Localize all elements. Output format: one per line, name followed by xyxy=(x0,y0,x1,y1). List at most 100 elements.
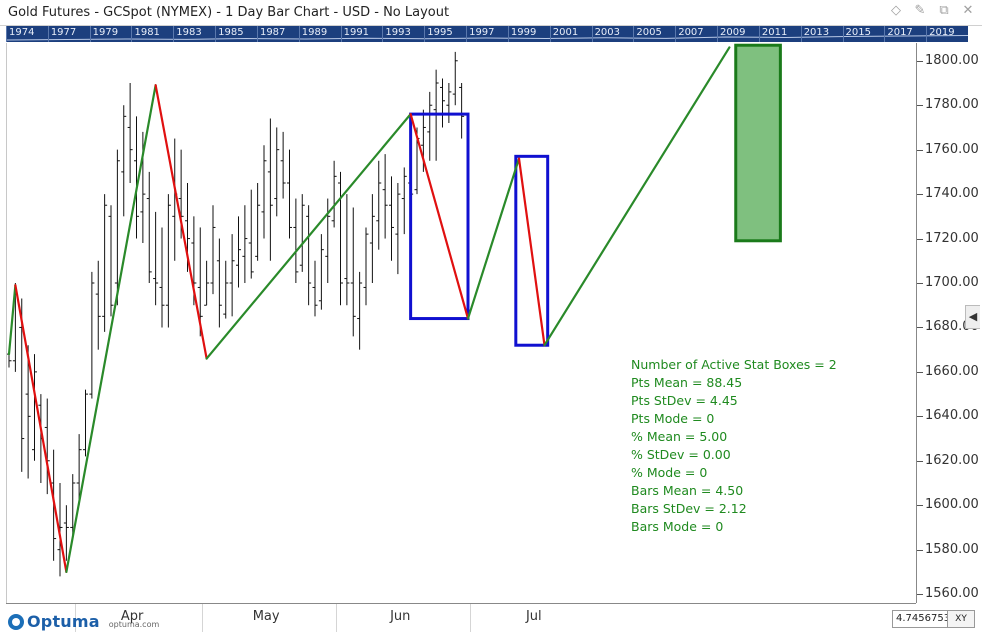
ohlc-bar xyxy=(32,354,37,461)
overview-year-label: 1983 xyxy=(176,27,202,38)
swing-down-leg xyxy=(14,284,68,573)
window-titlebar: Gold Futures - GCSpot (NYMEX) - 1 Day Ba… xyxy=(0,0,982,26)
y-axis-tick-label: 1720.00 xyxy=(925,230,979,246)
overview-year-tick xyxy=(89,26,91,42)
ohlc-bar xyxy=(165,194,171,328)
ohlc-bar xyxy=(382,154,388,239)
y-axis-tick-label: 1600.00 xyxy=(925,497,979,513)
swing-up-leg xyxy=(466,157,521,320)
overview-year-tick xyxy=(633,26,635,42)
stat-pct-stdev: % StDev = 0.00 xyxy=(631,447,731,462)
ohlc-bar xyxy=(459,83,465,139)
ohlc-bar xyxy=(274,127,280,217)
stat-bars-stdev: Bars StDev = 2.12 xyxy=(631,501,747,516)
ohlc-bar xyxy=(57,483,63,577)
stat-box xyxy=(409,112,470,321)
overview-year-tick xyxy=(340,26,342,42)
stat-pts-mode: Pts Mode = 0 xyxy=(631,411,715,426)
overview-year-label: 1981 xyxy=(134,27,160,38)
overview-year-label: 1979 xyxy=(92,27,119,38)
ohlc-bar xyxy=(134,116,139,239)
ohlc-bar xyxy=(331,160,337,228)
overview-year-tick xyxy=(298,26,300,42)
ohlc-bar xyxy=(19,298,25,472)
ohlc-bar xyxy=(7,353,12,368)
overview-year-label: 1989 xyxy=(301,27,328,38)
restore-icon[interactable]: ⧉ xyxy=(939,3,949,18)
overview-year-label: 1999 xyxy=(510,27,537,38)
y-axis-tick xyxy=(917,594,923,596)
stat-pct-mode: % Mode = 0 xyxy=(631,465,708,480)
overview-year-label: 2001 xyxy=(552,27,579,38)
y-axis-tick-label: 1640.00 xyxy=(925,408,979,424)
y-axis-tick-label: 1700.00 xyxy=(925,275,979,290)
ohlc-bar xyxy=(70,474,76,539)
overview-year-tick xyxy=(675,26,677,42)
ohlc-bar xyxy=(363,227,369,306)
pin-icon[interactable]: ✎ xyxy=(914,3,926,18)
price-axis[interactable]: 1560.00 1580.00 1600.00 1620.00 1640.00 1660.… xyxy=(916,43,982,603)
overview-year-tick xyxy=(926,26,928,42)
logo-site: optuma.com xyxy=(108,620,160,629)
ohlc-bar xyxy=(389,176,394,261)
y-axis-tick xyxy=(917,194,923,196)
date-axis[interactable]: Apr May Jun Jul xyxy=(6,603,916,636)
ohlc-bar xyxy=(242,205,248,283)
overview-year-label: 1974 xyxy=(9,27,35,38)
stat-pts-mean: Pts Mean = 88.45 xyxy=(631,375,743,390)
ohlc-bar xyxy=(293,198,299,283)
overview-year-label: 1995 xyxy=(427,27,453,38)
overview-year-label: 2009 xyxy=(720,27,746,38)
y-axis-tick xyxy=(917,238,923,240)
overview-year-label: 2013 xyxy=(803,27,830,38)
overview-year-label: 2015 xyxy=(845,27,871,38)
y-axis-tick-label: 1800.00 xyxy=(925,52,979,68)
overview-year-tick xyxy=(47,26,49,42)
overview-year-tick xyxy=(591,26,593,42)
overview-year-tick xyxy=(382,26,384,42)
overview-year-label: 1987 xyxy=(259,27,286,38)
overview-year-label: 1997 xyxy=(469,27,495,38)
collapse-panel-arrow-icon[interactable]: ◀ xyxy=(965,305,980,329)
overview-year-tick xyxy=(173,26,175,42)
xy-toggle-button[interactable]: XY xyxy=(947,610,975,628)
x-axis-month-separator xyxy=(74,604,76,632)
swing-down-leg xyxy=(409,113,470,320)
overview-year-tick xyxy=(800,26,802,42)
y-axis-tick-label: 1780.00 xyxy=(925,97,979,113)
ohlc-bar xyxy=(318,234,324,310)
overview-year-tick xyxy=(6,26,7,42)
overview-year-label: 2011 xyxy=(761,27,788,38)
ohlc-bar xyxy=(287,149,292,239)
overview-year-tick xyxy=(884,26,886,42)
overview-year-label: 1977 xyxy=(50,27,77,38)
y-axis-tick xyxy=(917,549,923,551)
stat-bars-mean: Bars Mean = 4.50 xyxy=(631,483,744,498)
ohlc-bar xyxy=(344,194,350,306)
stat-bars-mode: Bars Mode = 0 xyxy=(631,519,724,534)
ohlc-bar xyxy=(312,260,318,317)
swing-up-leg xyxy=(7,284,17,356)
ohlc-bar xyxy=(102,194,108,332)
ohlc-bar xyxy=(229,234,235,317)
projection-target-box xyxy=(734,43,782,243)
ohlc-bar xyxy=(440,78,445,128)
ohlc-bar xyxy=(83,389,88,457)
close-icon[interactable]: ✕ xyxy=(962,3,974,18)
y-axis-tick-label: 1620.00 xyxy=(925,452,979,468)
chart-title: Gold Futures - GCSpot (NYMEX) - 1 Day Ba… xyxy=(8,5,450,20)
ohlc-bar xyxy=(236,216,241,288)
diamond-icon[interactable]: ◇ xyxy=(891,3,901,18)
y-axis-tick xyxy=(917,149,923,151)
price-chart-svg xyxy=(7,43,782,577)
y-axis-tick xyxy=(917,371,923,373)
overview-year-tick xyxy=(256,26,258,42)
ohlc-bar xyxy=(159,227,165,328)
logo-icon xyxy=(8,613,24,630)
stat-box-summary: Number of Active Stat Boxes = 2 Pts Mean… xyxy=(631,356,837,536)
chart-plot-area[interactable] xyxy=(6,43,917,603)
ohlc-bar xyxy=(114,149,120,306)
history-overview-strip[interactable]: 1974 1977 1979 1981 1983 1985 1987 1989 1991 1993… xyxy=(6,26,968,42)
overview-year-label: 2007 xyxy=(678,27,704,38)
value-readout[interactable]: 4.7456753 xyxy=(892,610,951,628)
